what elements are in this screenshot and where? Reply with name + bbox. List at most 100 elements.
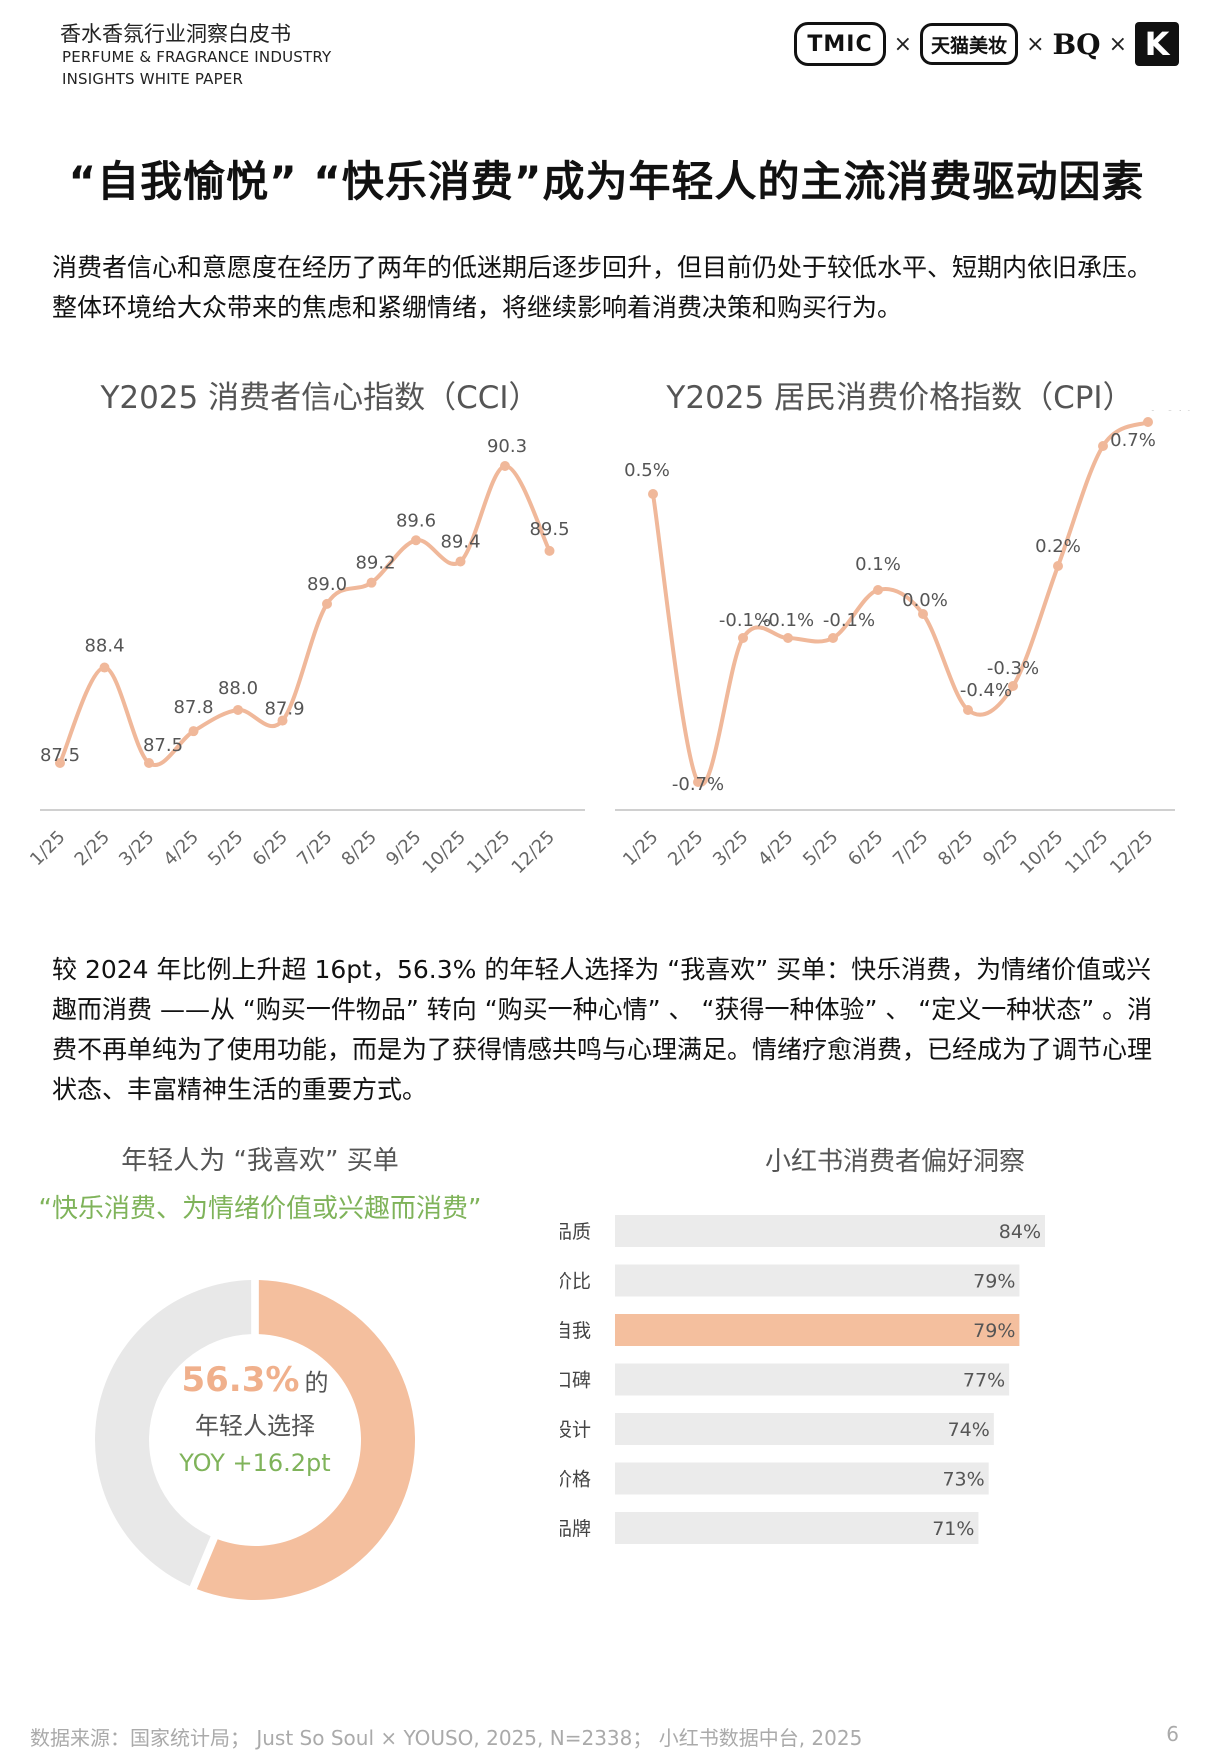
donut-chart: [94, 1280, 415, 1600]
bar-category-label: 品牌: [560, 1518, 591, 1540]
x-tick-label: 4/25: [160, 827, 203, 870]
bar: [615, 1512, 979, 1544]
data-label: 0.2%: [1035, 536, 1081, 557]
data-label: 89.2: [355, 553, 395, 574]
report-title-en-line1: PERFUME & FRAGRANCE INDUSTRY: [62, 48, 332, 66]
cci-chart-title: Y2025 消费者信心指数（CCI）: [100, 380, 540, 416]
data-label: -0.7%: [672, 774, 724, 795]
donut-subtitle: “快乐消费、为情绪价值或兴趣而消费”: [38, 1194, 482, 1224]
data-point: [738, 633, 748, 643]
donut-slice: [196, 1280, 415, 1600]
report-title-en-line2: INSIGHTS WHITE PAPER: [62, 70, 244, 88]
donut-center-value: 56.3%: [181, 1360, 300, 1400]
data-label: 88.0: [218, 678, 258, 699]
x-tick-label: 12/25: [1106, 827, 1158, 879]
data-point: [1008, 681, 1018, 691]
cci-line-chart: 87.5 88.4 87.5 87.888.0 87.9 89.0 89.2 89.689.4…: [30, 436, 585, 879]
bar: [615, 1363, 1010, 1396]
x-tick-label: 3/25: [115, 827, 158, 870]
bar: [615, 1462, 989, 1495]
x-tick-label: 2/25: [664, 827, 707, 870]
data-label: 0.8%: [1147, 410, 1193, 415]
data-label: 87.5: [143, 735, 183, 756]
cpi-chart-title: Y2025 居民消费价格指数（CPI）: [666, 380, 1134, 416]
x-tick-label: 3/25: [709, 827, 752, 870]
x-tick-label: 1/25: [619, 827, 662, 870]
bar-category-label: 产品品质: [560, 1221, 591, 1243]
data-point: [544, 545, 555, 556]
donut-center: 56.3% 的 年轻人选择 YOY +16.2pt: [150, 1360, 360, 1477]
x-tick-label: 7/25: [889, 827, 932, 870]
data-point: [873, 585, 883, 595]
data-label: 89.5: [529, 519, 569, 540]
bq-logo: BQ: [1052, 27, 1101, 61]
data-label: 89.0: [307, 574, 347, 595]
x-tick-label: 11/25: [463, 827, 515, 879]
bar-value-label: 84%: [999, 1221, 1041, 1243]
data-label: -0.1%: [823, 610, 875, 631]
data-label: -0.1%: [719, 610, 771, 631]
x-tick-label: 10/25: [419, 827, 471, 879]
donut-slice: [94, 1280, 252, 1587]
report-title-en: PERFUME & FRAGRANCE INDUSTRY INSIGHTS WH…: [62, 46, 331, 90]
data-point: [918, 609, 928, 619]
bar-value-label: 79%: [973, 1320, 1015, 1342]
bar-value-label: 73%: [942, 1469, 984, 1491]
tmic-logo: TMIC: [794, 22, 886, 66]
data-label: 90.3: [487, 436, 527, 457]
data-point: [1053, 561, 1063, 571]
x-tick-label: 7/25: [293, 827, 336, 870]
cpi-line-chart: 0.5%-0.7%-0.1%-0.1% -0.1%0.1%0.0%-0.4%-0.…: [615, 410, 1193, 879]
data-point: [366, 577, 377, 588]
bar: [615, 1264, 1020, 1297]
x-tick-label: 12/25: [508, 827, 560, 879]
x-tick-label: 6/25: [249, 827, 292, 870]
donut-center-yoy: YOY +16.2pt: [179, 1449, 331, 1477]
data-point: [322, 598, 332, 609]
data-label: 89.4: [440, 531, 480, 552]
data-point: [828, 633, 838, 643]
x-tick-label: 11/25: [1061, 827, 1113, 879]
x-tick-label: 5/25: [799, 827, 842, 870]
data-point: [233, 704, 243, 715]
data-point: [1098, 441, 1108, 451]
data-label: 87.9: [264, 699, 304, 720]
data-source-note: 数据来源：国家统计局； Just So Soul × YOUSO, 2025, …: [30, 1726, 863, 1750]
data-label: 0.7%: [1110, 430, 1156, 451]
data-label: -0.4%: [960, 680, 1012, 701]
data-label: -0.3%: [987, 658, 1039, 679]
data-point: [500, 461, 510, 471]
data-point: [188, 726, 199, 737]
bar-value-label: 71%: [932, 1518, 974, 1540]
x-tick-label: 10/25: [1016, 827, 1068, 879]
donut-center-label: 年轻人选择: [195, 1412, 315, 1440]
bar-value-label: 77%: [963, 1370, 1005, 1392]
series-line: [58, 464, 552, 767]
data-point: [1143, 417, 1153, 427]
x-tick-label: 8/25: [934, 827, 977, 870]
bar-value-label: 74%: [948, 1419, 990, 1441]
bar: [615, 1215, 1045, 1247]
x-tick-label: 8/25: [338, 827, 381, 870]
data-point: [648, 489, 658, 499]
x-tick-label: 2/25: [71, 827, 114, 870]
x-tick-label: 6/25: [844, 827, 887, 870]
bar-category-label: 愉悦自我: [560, 1320, 591, 1342]
logo-separator: ×: [1026, 31, 1045, 57]
data-label: 88.4: [84, 636, 124, 657]
data-point: [455, 556, 466, 567]
bar-category-label: 大众口碑: [560, 1370, 591, 1392]
x-tick-label: 5/25: [204, 827, 247, 870]
bar-category-label: 价格: [560, 1469, 591, 1491]
bar-value-label: 79%: [973, 1271, 1015, 1293]
partner-logos: TMIC × 天猫美妆 × BQ × K: [794, 18, 1179, 70]
data-point: [783, 633, 793, 643]
data-label: 89.6: [396, 510, 436, 531]
data-point: [411, 535, 421, 546]
x-tick-label: 4/25: [754, 827, 797, 870]
data-point: [277, 715, 288, 726]
logo-separator: ×: [1108, 31, 1127, 57]
report-title-cn: 香水香氛行业洞察白皮书: [60, 22, 291, 46]
page-headline: “自我愉悦” “快乐消费”成为年轻人的主流消费驱动因素: [68, 157, 1145, 206]
page-number: 6: [1166, 1722, 1179, 1746]
